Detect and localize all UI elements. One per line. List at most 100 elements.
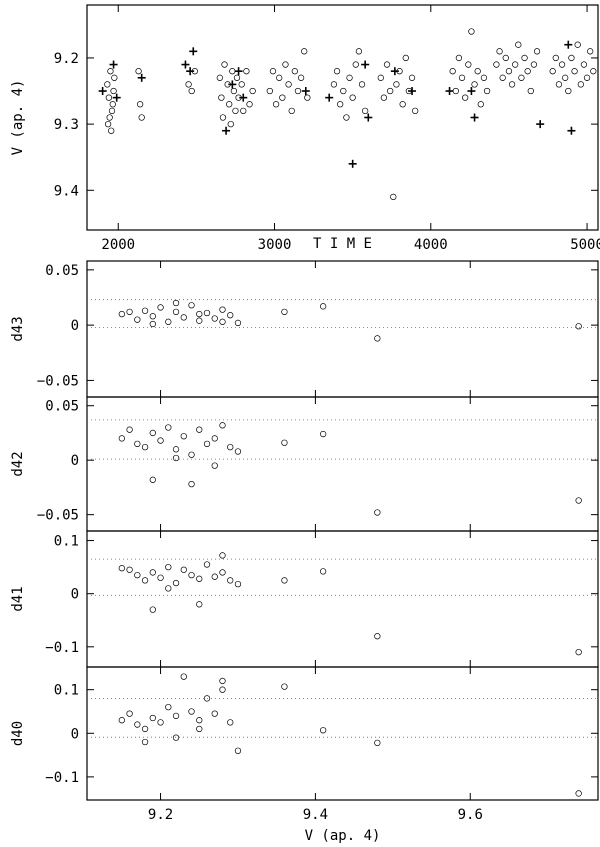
data-point-circle [399, 101, 406, 108]
data-point [319, 430, 327, 438]
data-point-circle [219, 114, 227, 121]
data-point [219, 552, 226, 559]
data-point [118, 565, 125, 572]
data-point [281, 577, 288, 584]
data-point [203, 440, 211, 447]
data-point [219, 318, 226, 325]
data-point-plus [98, 87, 107, 96]
y-tick-label: 0 [71, 587, 79, 603]
data-point-plus [408, 87, 417, 96]
data-point-circle [288, 107, 295, 115]
data-point-circle [412, 107, 419, 115]
data-point [157, 574, 164, 581]
d41-panel: 0.1 0 −0.1 d41 [10, 530, 599, 668]
data-point [211, 573, 218, 580]
data-point-circle [340, 87, 347, 95]
data-point-circle [496, 48, 503, 55]
data-point [165, 424, 172, 431]
data-point-plus [361, 60, 370, 69]
data-point-circle [107, 68, 114, 75]
data-point [172, 299, 180, 307]
data-point [149, 714, 156, 722]
data-point-circle [458, 74, 466, 81]
data-point-plus [567, 126, 576, 135]
data-point-plus [470, 113, 479, 122]
plot-frame [86, 666, 599, 801]
data-point-circle [527, 87, 534, 95]
plot-frame [86, 530, 599, 668]
data-point-plus [390, 67, 399, 76]
data-point [188, 481, 195, 488]
data-point-circle [568, 54, 575, 62]
data-point [211, 315, 218, 322]
data-point-circle [240, 107, 247, 115]
data-point [196, 725, 203, 733]
data-point-circle [352, 61, 359, 68]
data-point-circle [552, 54, 559, 62]
y-tick-label: −0.1 [45, 640, 79, 656]
data-point-plus [467, 87, 476, 96]
y-tick-label: 0 [71, 453, 79, 469]
data-point [211, 462, 218, 469]
d40-panel: 0.1 0 −0.1 9.2 9.4 9.6 V (ap. 4) d40 [10, 666, 599, 844]
data-point-circle [226, 101, 233, 108]
data-point-circle [558, 61, 566, 68]
data-point-circle [135, 68, 142, 75]
data-point-circle [455, 54, 463, 62]
data-point [134, 440, 141, 447]
data-point-circle [358, 81, 366, 88]
data-point [172, 712, 180, 719]
data-point-circle [233, 74, 241, 81]
data-point-circle [512, 61, 519, 68]
data-point-circle [505, 68, 513, 75]
data-point-circle [355, 48, 363, 55]
data-point-plus [239, 93, 248, 102]
data-point [281, 683, 288, 690]
data-point [149, 320, 156, 328]
data-point-plus [234, 67, 243, 76]
data-point-circle [387, 87, 394, 95]
data-point [126, 426, 133, 433]
data-point-plus [222, 126, 231, 135]
data-point-circle [243, 68, 250, 75]
data-point-circle [108, 127, 115, 134]
data-point-circle [452, 87, 459, 95]
data-point [188, 571, 195, 579]
x-tick-label: 9.4 [303, 807, 328, 823]
data-point [141, 577, 149, 584]
data-point-plus [564, 40, 573, 49]
data-point-plus [325, 93, 334, 102]
data-point [141, 443, 149, 451]
data-point-circle [483, 87, 491, 95]
data-point-circle [343, 114, 350, 121]
data-point [165, 318, 172, 325]
data-point [157, 437, 164, 444]
y-tick-label: −0.05 [37, 508, 79, 524]
d42-panel: 0.05 0 −0.05 d42 [10, 396, 599, 532]
data-point-circle [349, 94, 356, 101]
data-point-circle [301, 48, 308, 55]
data-point-circle [346, 74, 353, 81]
data-point-plus [112, 93, 121, 102]
data-point [575, 497, 582, 504]
data-point-circle [562, 74, 569, 81]
data-point [126, 710, 133, 717]
data-point-circle [502, 54, 509, 62]
data-point [149, 606, 156, 613]
data-point-plus [228, 80, 237, 89]
data-point-circle [377, 74, 384, 81]
data-point [374, 739, 381, 747]
y-axis-label: d41 [10, 586, 26, 611]
data-point-plus [137, 73, 146, 82]
data-point [203, 309, 211, 317]
data-point-circle [227, 120, 234, 128]
data-point [188, 302, 195, 309]
data-point-circle [218, 94, 225, 101]
d43-panel: 0.05 0 −0.05 d43 [10, 260, 599, 398]
data-point-circle [518, 74, 525, 81]
data-point [165, 563, 172, 571]
data-point-plus [445, 87, 454, 96]
data-point [149, 429, 156, 437]
data-point-circle [583, 74, 591, 81]
data-point [234, 580, 242, 588]
